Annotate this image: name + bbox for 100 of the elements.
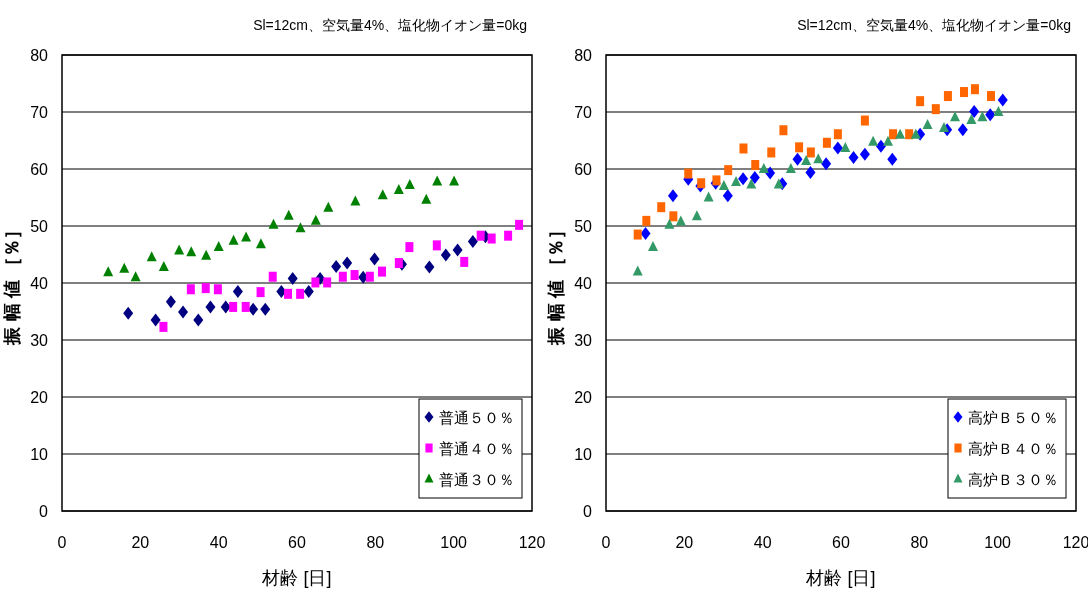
point bbox=[432, 175, 443, 186]
point bbox=[675, 215, 686, 226]
point bbox=[832, 141, 843, 155]
point bbox=[174, 244, 185, 255]
point bbox=[916, 96, 925, 107]
x-tick-label: 80 bbox=[366, 534, 385, 551]
point bbox=[452, 243, 463, 257]
point bbox=[449, 175, 460, 186]
point bbox=[922, 119, 933, 130]
chart-title: Sl=12cm、空気量4%、塩化物イオン量=0kg bbox=[253, 17, 527, 33]
point bbox=[949, 111, 960, 122]
y-tick-label: 40 bbox=[574, 275, 593, 292]
y-tick-label: 0 bbox=[39, 503, 49, 520]
point bbox=[268, 271, 277, 282]
point bbox=[158, 261, 169, 272]
x-tick-label: 120 bbox=[518, 534, 546, 551]
point bbox=[657, 202, 666, 213]
point bbox=[241, 301, 250, 312]
point bbox=[883, 135, 893, 146]
point bbox=[228, 234, 239, 245]
point bbox=[833, 129, 842, 140]
point bbox=[323, 201, 334, 212]
point bbox=[229, 301, 238, 312]
point bbox=[997, 93, 1008, 107]
point bbox=[669, 211, 678, 222]
point bbox=[969, 104, 980, 118]
point bbox=[201, 249, 212, 260]
point bbox=[296, 288, 305, 299]
point bbox=[959, 87, 968, 98]
point bbox=[805, 165, 816, 179]
point bbox=[350, 195, 361, 206]
point bbox=[186, 284, 195, 295]
point bbox=[220, 300, 231, 314]
point bbox=[801, 155, 812, 166]
x-tick-label: 40 bbox=[209, 534, 228, 551]
point bbox=[303, 285, 314, 299]
point bbox=[640, 226, 651, 240]
point bbox=[648, 241, 658, 252]
x-axis-title: 材齢 [日] bbox=[261, 568, 332, 588]
point bbox=[460, 256, 469, 267]
point bbox=[193, 313, 204, 327]
point bbox=[405, 242, 414, 253]
point bbox=[905, 129, 914, 140]
point bbox=[848, 151, 859, 165]
point bbox=[421, 193, 432, 204]
legend-label: 普通３０％ bbox=[439, 471, 514, 488]
point bbox=[632, 265, 643, 276]
point bbox=[404, 178, 415, 189]
point bbox=[875, 139, 886, 153]
point bbox=[667, 189, 678, 203]
x-tick-label: 80 bbox=[910, 534, 929, 551]
point bbox=[712, 175, 721, 186]
point bbox=[821, 157, 832, 171]
point bbox=[889, 129, 898, 140]
point bbox=[860, 115, 869, 126]
y-tick-label: 30 bbox=[574, 332, 593, 349]
point bbox=[792, 152, 803, 166]
point bbox=[369, 252, 380, 266]
legend-label: 普通５０％ bbox=[439, 409, 514, 426]
point bbox=[931, 104, 940, 115]
point bbox=[939, 121, 950, 132]
point bbox=[487, 233, 496, 244]
point bbox=[123, 306, 134, 320]
x-tick-label: 60 bbox=[288, 534, 306, 551]
point bbox=[633, 229, 642, 240]
point bbox=[467, 234, 478, 248]
point bbox=[977, 111, 988, 122]
x-tick-label: 120 bbox=[1062, 534, 1088, 551]
x-tick-label: 20 bbox=[675, 534, 694, 551]
y-tick-label: 10 bbox=[30, 446, 49, 463]
point bbox=[691, 210, 702, 221]
point bbox=[746, 178, 757, 189]
point bbox=[773, 178, 784, 189]
point bbox=[311, 277, 320, 288]
point bbox=[310, 214, 321, 225]
y-tick-label: 0 bbox=[583, 503, 593, 520]
point bbox=[966, 113, 977, 124]
y-tick-label: 70 bbox=[30, 104, 49, 121]
x-tick-label: 60 bbox=[832, 534, 850, 551]
x-tick-label: 20 bbox=[131, 534, 150, 551]
point bbox=[859, 147, 870, 161]
point bbox=[119, 262, 130, 273]
point bbox=[751, 160, 760, 171]
point bbox=[697, 178, 706, 189]
point bbox=[287, 271, 298, 285]
point bbox=[887, 152, 898, 166]
point bbox=[970, 84, 979, 95]
point bbox=[943, 91, 952, 102]
point bbox=[130, 271, 141, 282]
point bbox=[440, 248, 451, 262]
point bbox=[394, 258, 403, 269]
point bbox=[749, 171, 760, 185]
point bbox=[718, 180, 729, 191]
point bbox=[432, 240, 441, 251]
point bbox=[664, 218, 675, 229]
point bbox=[283, 209, 294, 220]
point bbox=[985, 108, 996, 122]
point bbox=[268, 218, 279, 229]
point bbox=[365, 271, 374, 282]
point bbox=[213, 241, 224, 252]
